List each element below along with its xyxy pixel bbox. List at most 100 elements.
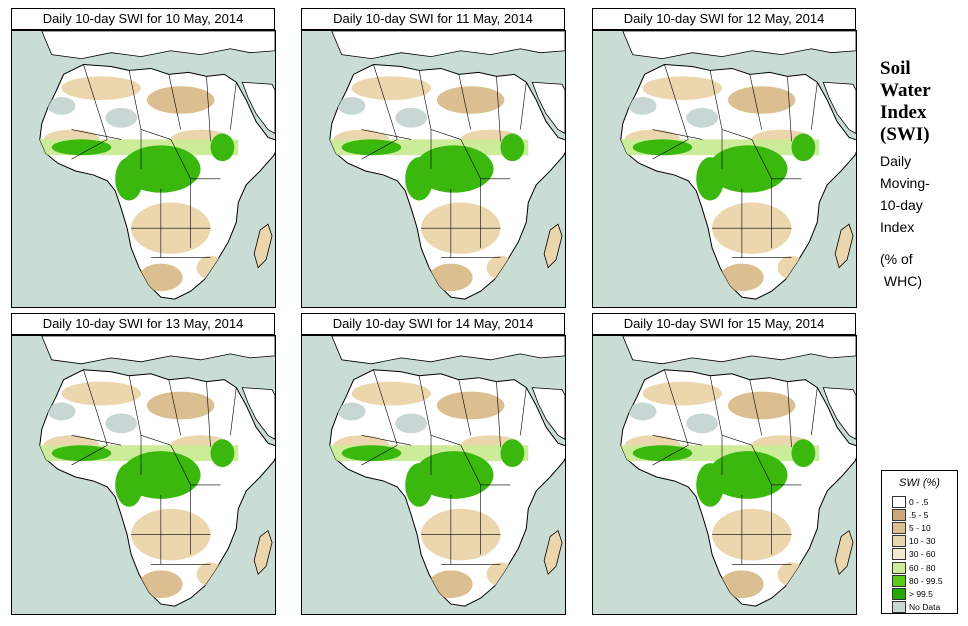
legend-swatch <box>892 587 906 600</box>
no-data-region <box>105 413 138 434</box>
europe-land <box>622 31 856 59</box>
legend-swatch <box>892 561 906 574</box>
legend-swatch <box>892 601 906 614</box>
swi-map-4 <box>11 335 276 615</box>
description-line: 10-day <box>880 197 923 213</box>
legend-item: 5 - 10 <box>892 521 957 534</box>
dry-soil-region <box>727 391 796 420</box>
dry-soil-region <box>642 76 723 100</box>
arabia-land <box>241 387 275 440</box>
arabia-land <box>241 81 275 134</box>
wet-soil-region <box>51 445 112 462</box>
wet-soil-region <box>210 439 235 468</box>
africa-map-svg <box>39 31 275 300</box>
arabia-land <box>531 81 565 134</box>
legend-swatch <box>892 495 906 508</box>
description-line: Daily <box>880 153 912 169</box>
legend-rows: 0 - .5 .5 - 5 5 - 10 10 - 30 30 - 60 60 - 80 8… <box>892 495 957 614</box>
panel-title-6: Daily 10-day SWI for 15 May, 2014 <box>592 313 856 335</box>
no-data-region <box>47 402 76 421</box>
dry-soil-region <box>642 381 723 406</box>
legend-label: .5 - 5 <box>909 509 929 520</box>
panel-title-5: Daily 10-day SWI for 14 May, 2014 <box>301 313 565 335</box>
swi-map-6 <box>592 335 857 615</box>
legend-item: > 99.5 <box>892 587 957 600</box>
no-data-region <box>628 402 657 421</box>
wet-soil-region <box>500 133 525 162</box>
no-data-region <box>395 107 428 128</box>
dry-soil-region <box>139 570 183 599</box>
dry-soil-region <box>429 570 473 599</box>
dry-soil-region <box>146 391 215 420</box>
wet-soil-region <box>405 157 434 201</box>
legend-label: No Data <box>909 602 941 613</box>
panel-title-4: Daily 10-day SWI for 13 May, 2014 <box>11 313 275 335</box>
legend-item: 30 - 60 <box>892 548 957 561</box>
madagascar-land <box>253 529 273 576</box>
legend-item: 60 - 80 <box>892 561 957 574</box>
description-line: Index <box>880 219 915 235</box>
no-data-region <box>686 107 719 128</box>
dry-soil-region <box>196 562 225 587</box>
wet-soil-region <box>115 463 144 507</box>
africa-map-svg <box>329 31 565 300</box>
no-data-region <box>395 413 428 434</box>
wet-soil-region <box>708 145 788 193</box>
description-line: WHC) <box>880 273 922 289</box>
wet-soil-region <box>51 139 112 156</box>
country-borders <box>361 64 527 259</box>
africa-map-svg <box>620 336 856 607</box>
legend-label: > 99.5 <box>909 588 933 599</box>
swi-map-2 <box>301 30 566 308</box>
europe-land <box>622 336 856 365</box>
dry-soil-region <box>139 263 183 292</box>
europe-land <box>331 31 565 59</box>
index-title: Soil Water Index (SWI) <box>880 58 931 146</box>
dry-soil-region <box>61 381 142 406</box>
panel-title-3: Daily 10-day SWI for 12 May, 2014 <box>592 8 856 30</box>
description-line: Moving- <box>880 175 930 191</box>
dry-soil-region <box>720 570 764 599</box>
dry-soil-region <box>436 391 505 420</box>
legend-label: 80 - 99.5 <box>909 575 943 586</box>
no-data-region <box>47 97 76 115</box>
arabia-land <box>531 387 565 440</box>
country-borders <box>71 369 237 565</box>
wet-soil-region <box>414 145 494 193</box>
legend-label: 60 - 80 <box>909 562 936 573</box>
legend-item: 10 - 30 <box>892 535 957 548</box>
wet-soil-region <box>500 439 525 468</box>
legend-swatch <box>892 548 906 561</box>
europe-land <box>41 31 275 59</box>
dry-soil-region <box>777 255 806 280</box>
wet-soil-region <box>341 139 402 156</box>
dry-soil-region <box>429 263 473 292</box>
wet-soil-region <box>696 157 725 201</box>
index-title-line: Index <box>880 102 927 123</box>
legend-label: 0 - .5 <box>909 496 929 507</box>
index-title-line: (SWI) <box>880 124 930 145</box>
no-data-region <box>105 107 138 128</box>
legend-title: SWI (%) <box>899 477 940 489</box>
wet-soil-region <box>791 439 816 468</box>
swi-map-1 <box>11 30 276 308</box>
legend-swatch <box>892 574 906 587</box>
legend-item: .5 - 5 <box>892 508 957 521</box>
dry-soil-region <box>486 562 515 587</box>
dry-soil-region <box>351 381 432 406</box>
legend-swatch <box>892 535 906 548</box>
africa-map-svg <box>620 31 856 300</box>
legend-item: 0 - .5 <box>892 495 957 508</box>
europe-land <box>41 336 275 365</box>
legend-swatch <box>892 521 906 534</box>
no-data-region <box>628 97 657 115</box>
no-data-region <box>337 97 366 115</box>
country-borders <box>652 64 818 259</box>
wet-soil-region <box>632 445 693 462</box>
dry-soil-region <box>351 76 432 100</box>
dry-soil-region <box>720 263 764 292</box>
swi-map-3 <box>592 30 857 308</box>
dry-soil-region <box>436 86 505 114</box>
legend-label: 30 - 60 <box>909 549 936 560</box>
madagascar-land <box>543 529 563 576</box>
